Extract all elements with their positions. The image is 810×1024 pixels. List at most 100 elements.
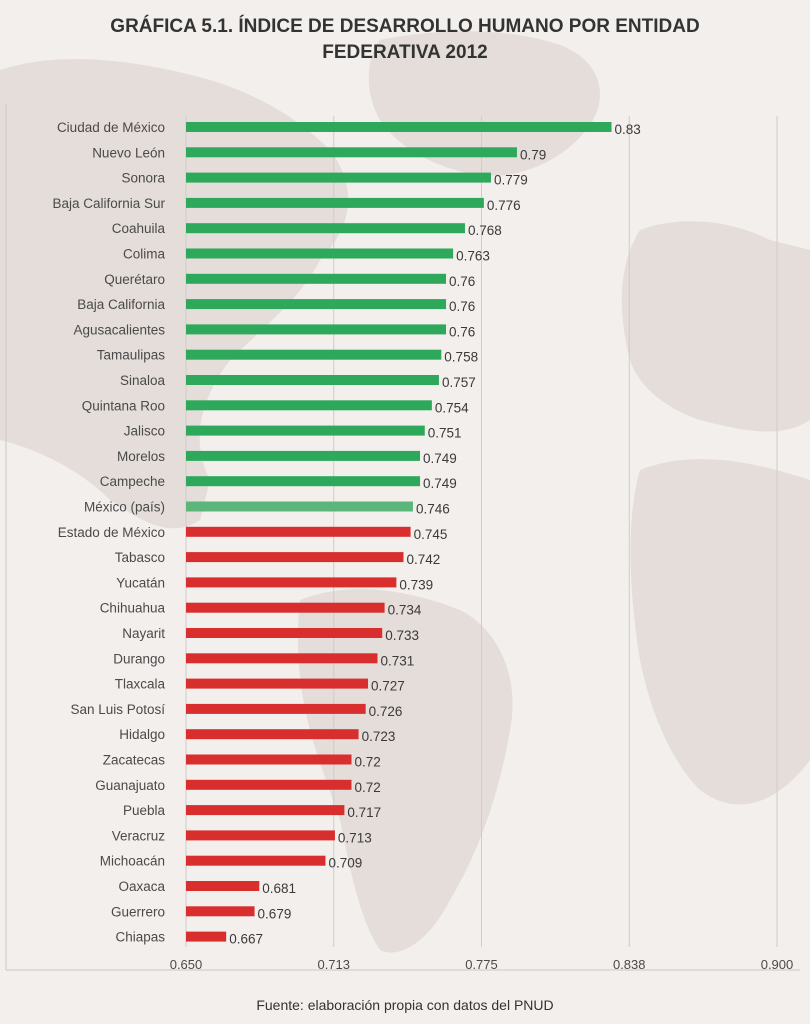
category-label: Querétaro [104, 272, 165, 287]
bar [186, 830, 335, 841]
category-label: Coahuila [112, 221, 166, 236]
category-label: Baja California Sur [52, 196, 165, 211]
chart-title-line1: GRÁFICA 5.1. ÍNDICE DE DESARROLLO HUMANO… [110, 16, 700, 37]
value-label: 0.746 [416, 502, 450, 517]
bar [186, 172, 491, 183]
category-label: Sonora [121, 171, 165, 186]
bar [186, 653, 378, 664]
value-label: 0.745 [414, 527, 448, 542]
value-label: 0.79 [520, 147, 546, 162]
x-tick-label: 0.650 [170, 957, 203, 972]
bar [186, 754, 352, 765]
category-label: Oaxaca [118, 879, 165, 894]
value-label: 0.681 [262, 881, 296, 896]
bar [186, 729, 359, 740]
category-label: Hidalgo [119, 727, 165, 742]
value-label: 0.754 [435, 400, 469, 415]
category-label: Campeche [100, 474, 165, 489]
category-label: Sinaloa [120, 373, 166, 388]
bar [186, 779, 352, 790]
bar [186, 197, 484, 208]
value-label: 0.76 [449, 274, 475, 289]
bar [186, 476, 421, 487]
value-label: 0.679 [258, 906, 292, 921]
value-label: 0.731 [380, 653, 414, 668]
value-label: 0.83 [615, 122, 641, 137]
chart-title: GRÁFICA 5.1. ÍNDICE DE DESARROLLO HUMANO… [0, 14, 810, 66]
bar [186, 425, 425, 436]
category-label: Tlaxcala [115, 677, 166, 692]
bar [186, 450, 421, 461]
category-label: Zacatecas [103, 753, 166, 768]
category-label: Estado de México [58, 525, 165, 540]
value-label: 0.749 [423, 451, 457, 466]
bar [186, 931, 227, 942]
category-label: Tabasco [115, 550, 165, 565]
category-label: Veracruz [112, 828, 166, 843]
bar [186, 552, 404, 563]
category-label: Quintana Roo [82, 398, 165, 413]
category-label: Jalisco [124, 424, 165, 439]
x-tick-label: 0.775 [465, 957, 498, 972]
x-tick-label: 0.900 [761, 957, 794, 972]
bar [186, 349, 442, 360]
value-label: 0.667 [229, 932, 263, 947]
value-label: 0.76 [449, 324, 475, 339]
bar [186, 273, 447, 284]
category-label: Michoacán [100, 854, 165, 869]
category-label: Yucatán [116, 575, 165, 590]
value-label: 0.733 [385, 628, 419, 643]
category-label: Tamaulipas [97, 348, 166, 363]
bar [186, 248, 454, 259]
category-label: Nuevo León [92, 145, 165, 160]
category-label: Chiapas [115, 930, 165, 945]
value-label: 0.763 [456, 249, 490, 264]
bar [186, 703, 366, 714]
value-label: 0.713 [338, 830, 372, 845]
category-label: México (país) [84, 500, 165, 515]
source-note: Fuente: elaboración propia con datos del… [256, 997, 554, 1013]
value-label: 0.758 [444, 350, 478, 365]
value-label: 0.726 [369, 704, 403, 719]
bar [186, 628, 383, 638]
category-label: San Luis Potosí [70, 702, 165, 717]
value-label: 0.709 [328, 856, 362, 871]
value-label: 0.768 [468, 223, 502, 238]
category-label: Guerrero [111, 904, 165, 919]
value-label: 0.76 [449, 299, 475, 314]
x-tick-label: 0.713 [317, 957, 350, 972]
category-label: Chihuahua [100, 601, 166, 616]
value-label: 0.751 [428, 426, 462, 441]
value-label: 0.72 [354, 755, 380, 770]
bar [186, 147, 517, 158]
x-tick-label: 0.838 [613, 957, 646, 972]
chart-title-line2: FEDERATIVA 2012 [322, 42, 488, 63]
category-label: Agusacalientes [73, 322, 165, 337]
bar [186, 501, 413, 512]
category-label: Nayarit [122, 626, 165, 641]
value-label: 0.734 [388, 603, 422, 618]
bar [186, 906, 255, 917]
category-label: Morelos [117, 449, 165, 464]
value-label: 0.72 [354, 780, 380, 795]
bar [186, 678, 369, 689]
bar [186, 805, 345, 816]
category-label: Puebla [123, 803, 166, 818]
value-label: 0.757 [442, 375, 476, 390]
bar [186, 324, 447, 335]
bar [186, 400, 432, 411]
category-label: Durango [113, 651, 165, 666]
bar [186, 602, 385, 613]
bar [186, 122, 612, 132]
value-label: 0.749 [423, 476, 457, 491]
bar [186, 855, 326, 866]
bar [186, 881, 260, 891]
value-label: 0.723 [362, 729, 396, 744]
category-label: Colima [123, 247, 166, 262]
value-label: 0.739 [399, 577, 433, 592]
category-label: Baja California [77, 297, 165, 312]
value-label: 0.727 [371, 679, 405, 694]
bar [186, 526, 411, 537]
bar [186, 223, 465, 234]
